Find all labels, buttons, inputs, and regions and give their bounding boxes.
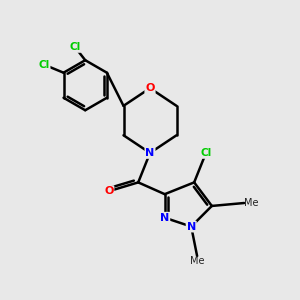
Text: Cl: Cl bbox=[200, 148, 211, 158]
Text: Me: Me bbox=[244, 198, 259, 208]
Text: O: O bbox=[104, 186, 113, 196]
Text: N: N bbox=[146, 148, 154, 158]
Text: Cl: Cl bbox=[69, 42, 80, 52]
Text: N: N bbox=[187, 222, 196, 232]
Text: Me: Me bbox=[190, 256, 204, 266]
Text: Cl: Cl bbox=[38, 60, 50, 70]
Text: O: O bbox=[145, 83, 155, 93]
Text: N: N bbox=[160, 213, 169, 223]
